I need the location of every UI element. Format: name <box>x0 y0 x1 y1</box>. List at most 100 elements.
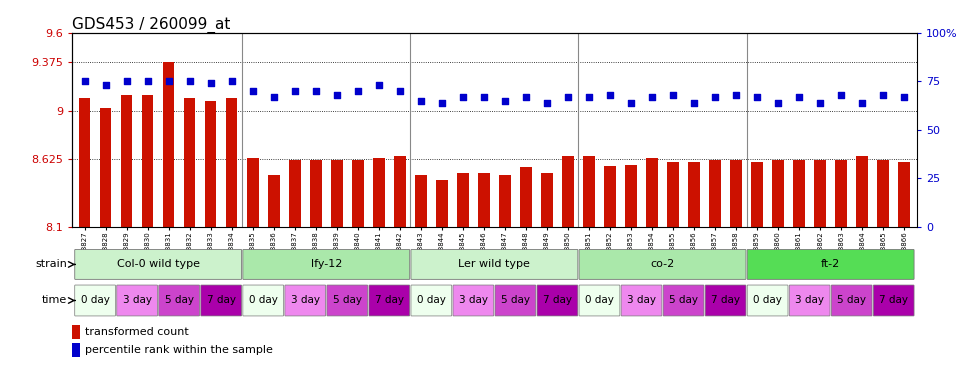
Bar <box>814 160 826 227</box>
Bar <box>352 160 364 227</box>
Text: 0 day: 0 day <box>585 295 613 305</box>
FancyBboxPatch shape <box>495 285 536 316</box>
Bar <box>688 162 700 227</box>
Bar <box>541 173 553 227</box>
Text: 5 day: 5 day <box>501 295 530 305</box>
FancyBboxPatch shape <box>789 285 830 316</box>
Bar <box>625 165 636 227</box>
Point <box>140 78 156 84</box>
Point <box>119 78 134 84</box>
Bar <box>100 108 111 227</box>
Point <box>729 92 744 98</box>
FancyBboxPatch shape <box>327 285 368 316</box>
Bar <box>604 166 615 227</box>
Text: 7 day: 7 day <box>374 295 404 305</box>
Text: 0 day: 0 day <box>754 295 782 305</box>
Point <box>771 100 786 106</box>
FancyBboxPatch shape <box>243 285 283 316</box>
Bar <box>72 343 81 357</box>
Point <box>266 94 281 100</box>
Point <box>791 94 806 100</box>
Text: 3 day: 3 day <box>627 295 656 305</box>
Bar <box>373 158 385 227</box>
Point <box>392 88 407 94</box>
Text: 0 day: 0 day <box>249 295 277 305</box>
Point <box>497 98 513 104</box>
Bar <box>563 156 574 227</box>
FancyBboxPatch shape <box>75 285 115 316</box>
FancyBboxPatch shape <box>158 285 200 316</box>
Bar <box>646 158 658 227</box>
Text: transformed count: transformed count <box>85 326 189 337</box>
Text: time: time <box>42 295 67 306</box>
Point <box>876 92 891 98</box>
Point <box>833 92 849 98</box>
FancyBboxPatch shape <box>579 285 620 316</box>
FancyBboxPatch shape <box>747 250 914 279</box>
Point <box>245 88 260 94</box>
Text: Col-0 wild type: Col-0 wild type <box>117 259 200 269</box>
Bar <box>268 175 279 227</box>
Bar <box>226 98 237 227</box>
Text: 5 day: 5 day <box>669 295 698 305</box>
Text: 3 day: 3 day <box>291 295 320 305</box>
Text: strain: strain <box>36 259 67 269</box>
Point <box>77 78 92 84</box>
Bar <box>79 98 90 227</box>
FancyBboxPatch shape <box>706 285 746 316</box>
Point <box>203 81 218 86</box>
Text: 7 day: 7 day <box>543 295 572 305</box>
Point <box>372 82 387 88</box>
FancyBboxPatch shape <box>201 285 242 316</box>
Bar <box>731 160 742 227</box>
Text: percentile rank within the sample: percentile rank within the sample <box>85 345 274 355</box>
Point <box>665 92 681 98</box>
Bar <box>899 162 910 227</box>
Bar <box>72 325 81 339</box>
Bar <box>583 156 595 227</box>
Bar <box>478 173 490 227</box>
Bar <box>163 62 175 227</box>
Point <box>455 94 470 100</box>
FancyBboxPatch shape <box>537 285 578 316</box>
FancyBboxPatch shape <box>369 285 410 316</box>
FancyBboxPatch shape <box>117 285 157 316</box>
Text: 3 day: 3 day <box>795 295 824 305</box>
Point <box>434 100 449 106</box>
Text: Ler wild type: Ler wild type <box>459 259 530 269</box>
Text: 5 day: 5 day <box>837 295 866 305</box>
Bar <box>204 101 216 227</box>
Bar <box>289 160 300 227</box>
Bar <box>667 162 679 227</box>
Point <box>329 92 345 98</box>
Text: 5 day: 5 day <box>333 295 362 305</box>
Text: lfy-12: lfy-12 <box>311 259 342 269</box>
Bar <box>310 160 322 227</box>
Text: 5 day: 5 day <box>165 295 194 305</box>
FancyBboxPatch shape <box>831 285 872 316</box>
Bar <box>184 98 196 227</box>
Bar <box>835 160 847 227</box>
Bar <box>520 167 532 227</box>
Bar <box>793 160 804 227</box>
Bar <box>877 160 889 227</box>
FancyBboxPatch shape <box>747 285 788 316</box>
Bar <box>856 156 868 227</box>
FancyBboxPatch shape <box>874 285 914 316</box>
Point <box>476 94 492 100</box>
Bar <box>331 160 343 227</box>
Text: 7 day: 7 day <box>711 295 740 305</box>
Bar <box>394 156 406 227</box>
Point <box>897 94 912 100</box>
Point <box>582 94 597 100</box>
FancyBboxPatch shape <box>579 250 746 279</box>
FancyBboxPatch shape <box>621 285 661 316</box>
Point <box>540 100 555 106</box>
Point <box>602 92 617 98</box>
Point <box>623 100 638 106</box>
Bar <box>415 175 426 227</box>
Point <box>287 88 302 94</box>
Bar <box>709 160 721 227</box>
Point <box>644 94 660 100</box>
Point <box>708 94 723 100</box>
